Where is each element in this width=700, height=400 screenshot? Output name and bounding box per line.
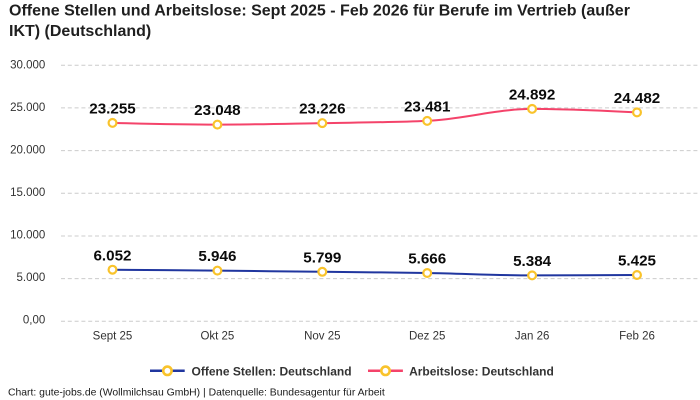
svg-text:5.666: 5.666: [408, 251, 446, 268]
svg-text:Offene Stellen: Deutschland: Offene Stellen: Deutschland: [192, 364, 352, 378]
svg-text:23.226: 23.226: [299, 101, 345, 118]
svg-text:5.384: 5.384: [513, 253, 552, 270]
svg-text:24.482: 24.482: [614, 90, 660, 107]
svg-text:Nov 25: Nov 25: [304, 331, 340, 343]
svg-text:Okt 25: Okt 25: [200, 331, 234, 343]
svg-text:Arbeitslose: Deutschland: Arbeitslose: Deutschland: [409, 364, 554, 378]
svg-text:Jan 26: Jan 26: [515, 331, 550, 343]
svg-text:6.052: 6.052: [93, 247, 131, 264]
svg-text:Sept 25: Sept 25: [93, 331, 133, 343]
svg-text:30.000: 30.000: [10, 59, 45, 71]
svg-text:25.000: 25.000: [10, 102, 45, 114]
svg-text:20.000: 20.000: [10, 144, 45, 156]
svg-text:0,00: 0,00: [23, 314, 45, 326]
svg-text:Offene Stellen und Arbeitslose: Offene Stellen und Arbeitslose: Sept 202…: [9, 3, 630, 20]
svg-text:IKT) (Deutschland): IKT) (Deutschland): [9, 23, 151, 40]
svg-text:23.481: 23.481: [404, 99, 451, 116]
svg-text:5.000: 5.000: [17, 272, 46, 284]
svg-text:10.000: 10.000: [10, 229, 45, 241]
svg-text:23.048: 23.048: [194, 102, 240, 119]
svg-text:5.946: 5.946: [198, 248, 236, 265]
svg-text:24.892: 24.892: [509, 87, 555, 104]
svg-text:23.255: 23.255: [89, 101, 136, 118]
svg-text:Chart: gute-jobs.de (Wollmilch: Chart: gute-jobs.de (Wollmilchsau GmbH) …: [8, 387, 385, 398]
svg-text:15.000: 15.000: [10, 187, 45, 199]
svg-text:Feb 26: Feb 26: [619, 331, 655, 343]
svg-text:5.425: 5.425: [618, 253, 657, 270]
svg-text:5.799: 5.799: [303, 249, 341, 266]
svg-text:Dez 25: Dez 25: [409, 331, 445, 343]
